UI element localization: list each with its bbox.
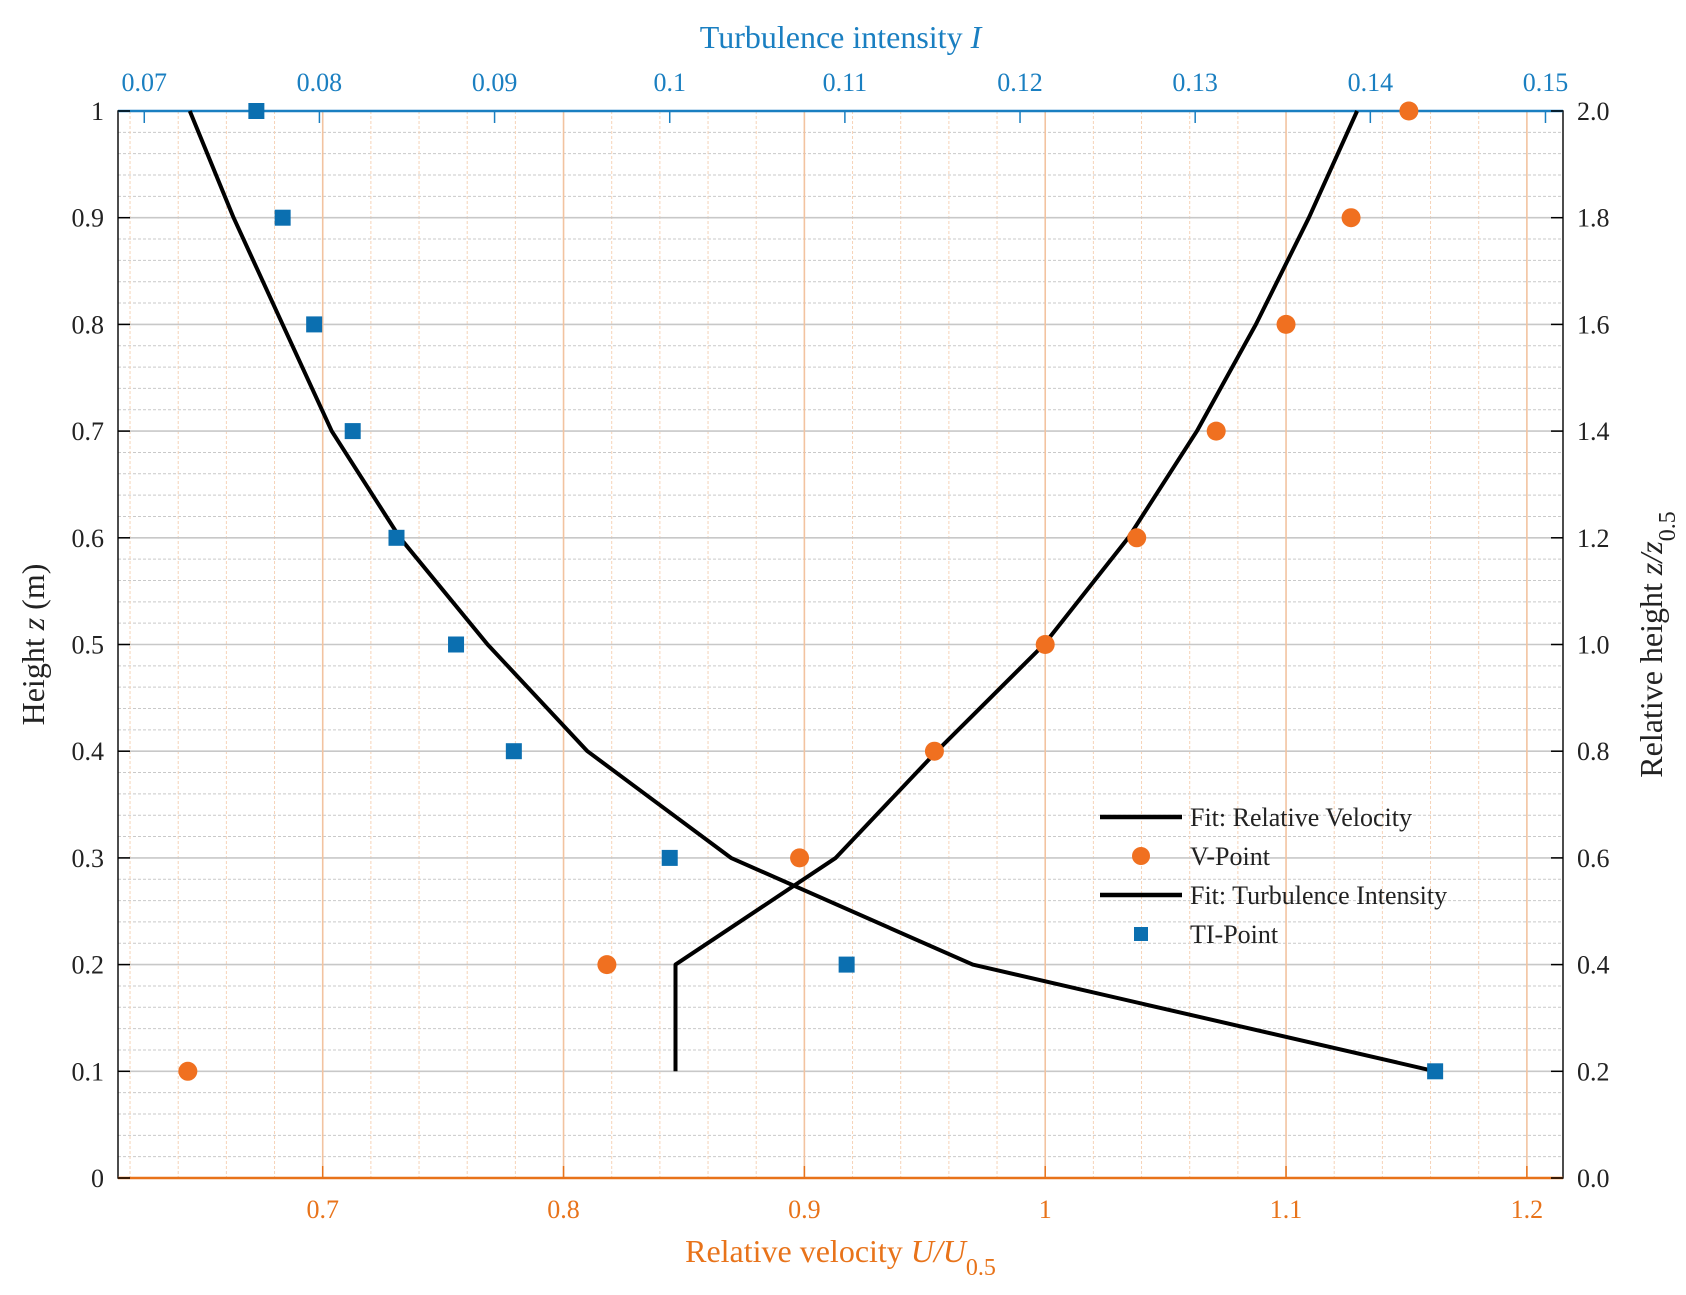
top-axis-tick-label: 0.12 xyxy=(997,68,1043,97)
right-axis-tick-label: 0.8 xyxy=(1577,737,1610,766)
right-axis-title-part: z/z xyxy=(1633,541,1669,576)
grid xyxy=(118,111,1563,1178)
legend: Fit: Relative Velocity V-Point Fit: Turbul… xyxy=(1100,803,1447,949)
right-axis-tick-label: 1.8 xyxy=(1577,204,1610,233)
legend-symbol-ti-point xyxy=(1134,927,1148,941)
bottom-axis-tick-label: 1.1 xyxy=(1270,1195,1303,1224)
top-axis-title: Turbulence intensity I xyxy=(700,19,983,55)
left-axis-tick-label: 0.3 xyxy=(72,844,105,873)
ti-point-marker xyxy=(1427,1063,1444,1080)
v-point-marker xyxy=(1127,528,1147,548)
left-axis-title: Height z (m) xyxy=(15,564,51,726)
ti-point-marker xyxy=(448,636,465,653)
v-point-marker xyxy=(1035,635,1055,654)
left-axis-tick-label: 0.7 xyxy=(72,417,105,446)
right-axis-tick-label: 0.0 xyxy=(1577,1164,1610,1193)
v-point-marker xyxy=(1206,421,1226,441)
top-axis-title-part: I xyxy=(970,19,983,55)
top-axis-tick-label: 0.14 xyxy=(1348,68,1394,97)
right-axis-title: Relative height z/z0.5 xyxy=(1633,511,1681,777)
left-axis-tick-label: 0.1 xyxy=(72,1057,105,1086)
v-point-marker xyxy=(597,955,617,975)
right-axis-tick-label: 0.6 xyxy=(1577,844,1610,873)
right-axis-title-part: 0.5 xyxy=(1655,511,1681,541)
bottom-axis-title-part: 0.5 xyxy=(966,1255,996,1281)
top-axis-tick-label: 0.1 xyxy=(653,68,686,97)
left-axis-tick-label: 0.4 xyxy=(72,737,105,766)
top-axis-tick-label: 0.11 xyxy=(823,68,868,97)
left-axis-title-part: (m) xyxy=(15,564,51,618)
left-axis-tick-label: 0.5 xyxy=(72,631,105,660)
v-point-marker xyxy=(790,848,810,868)
bottom-axis-title: Relative velocity U/U0.5 xyxy=(685,1233,996,1281)
ti-point-marker xyxy=(505,743,522,760)
right-axis-tick-label: 1.0 xyxy=(1577,631,1610,660)
right-axis-tick-label: 1.2 xyxy=(1577,524,1610,553)
right-axis-title-part: Relative height xyxy=(1633,575,1669,778)
v-point-marker xyxy=(1276,314,1296,334)
ti-point-marker xyxy=(344,423,361,440)
top-axis-tick-label: 0.07 xyxy=(122,68,168,97)
left-axis-title-part: Height xyxy=(15,630,51,725)
ti-point-marker xyxy=(388,529,405,546)
v-point-marker xyxy=(1399,101,1419,121)
left-axis-title-part: z xyxy=(15,617,51,631)
legend-label-fit-turbulence-intensity: Fit: Turbulence Intensity xyxy=(1190,881,1447,910)
top-axis-tick-label: 0.09 xyxy=(472,68,518,97)
legend-label-ti-point: TI-Point xyxy=(1190,920,1279,949)
fit-relative-velocity-line xyxy=(673,110,1359,1072)
left-axis-tick-label: 1 xyxy=(91,97,104,126)
ti-point-marker xyxy=(306,316,323,333)
v-point-marker xyxy=(1341,208,1361,228)
left-axis-tick-label: 0.6 xyxy=(72,524,105,553)
top-axis-tick-label: 0.15 xyxy=(1523,68,1569,97)
bottom-axis-tick-label: 1.2 xyxy=(1511,1195,1544,1224)
bottom-axis-tick-label: 0.8 xyxy=(547,1195,580,1224)
bottom-axis-title-part: U/U xyxy=(911,1233,968,1269)
legend-symbol-v-point xyxy=(1132,847,1150,865)
right-axis-tick-label: 2.0 xyxy=(1577,97,1610,126)
ti-point-marker xyxy=(838,956,855,973)
legend-label-fit-relative-velocity: Fit: Relative Velocity xyxy=(1190,803,1412,832)
series xyxy=(178,101,1444,1081)
top-axis-title-part: Turbulence intensity xyxy=(700,19,971,55)
axes: 0 0.1 0.2 0.3 0.4 0.5 0.6 0.7 0.8 0.9 1 0.0 0.2 0.4 0.… xyxy=(72,68,1610,1224)
top-axis-tick-label: 0.13 xyxy=(1172,68,1218,97)
v-point-marker xyxy=(924,741,944,761)
top-axis-tick-label: 0.08 xyxy=(297,68,343,97)
ti-point-marker xyxy=(274,209,291,226)
ti-point-marker xyxy=(661,849,678,866)
right-axis-tick-label: 0.4 xyxy=(1577,951,1610,980)
right-axis-tick-label: 1.6 xyxy=(1577,310,1610,339)
bottom-axis-tick-label: 1 xyxy=(1039,1195,1052,1224)
left-axis-tick-label: 0.2 xyxy=(72,951,105,980)
right-axis-tick-label: 1.4 xyxy=(1577,417,1610,446)
left-axis-tick-label: 0.8 xyxy=(72,310,105,339)
right-axis-tick-label: 0.2 xyxy=(1577,1057,1610,1086)
ti-point-marker xyxy=(248,103,265,119)
legend-label-v-point: V-Point xyxy=(1190,842,1271,871)
axis-titles: Turbulence intensity I Relative velocity … xyxy=(15,19,1681,1281)
bottom-axis-tick-label: 0.7 xyxy=(306,1195,339,1224)
v-point-marker xyxy=(178,1061,198,1081)
bottom-axis-title-part: Relative velocity xyxy=(685,1233,911,1269)
bottom-axis-tick-label: 0.9 xyxy=(788,1195,821,1224)
fit-turbulence-intensity-line xyxy=(187,110,1436,1074)
left-axis-tick-label: 0 xyxy=(91,1164,104,1193)
left-axis-tick-label: 0.9 xyxy=(72,204,105,233)
